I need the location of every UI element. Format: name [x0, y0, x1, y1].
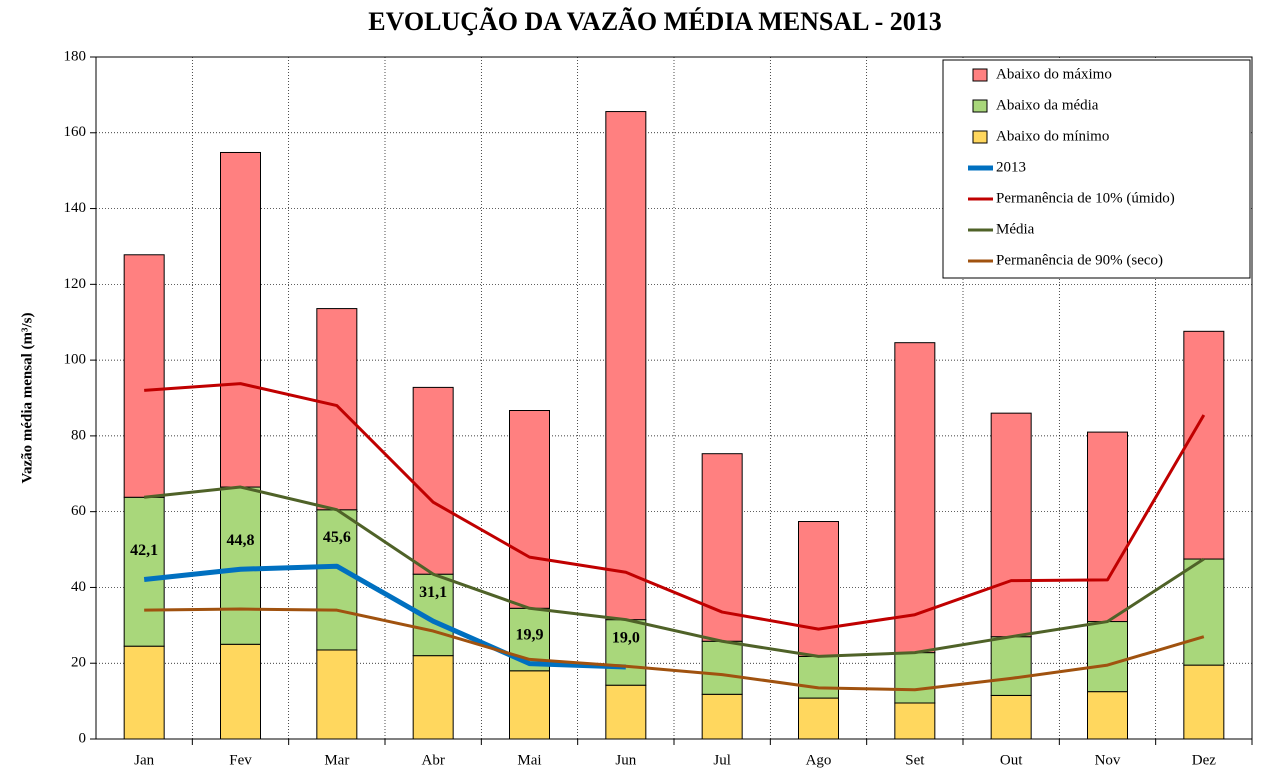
legend-label: Média: [996, 221, 1035, 237]
bar-segment: [509, 670, 550, 740]
bar-segment: [509, 410, 550, 609]
y-tick-label: 60: [71, 503, 86, 519]
line-series: [144, 485, 1205, 658]
bar-segment: [798, 697, 839, 740]
plot-frame: [95, 56, 1253, 740]
bar-segment: [701, 453, 743, 642]
x-tick-label: Jun: [615, 752, 636, 768]
bar-segment: [798, 655, 839, 699]
x-tick-label: Set: [905, 752, 925, 768]
x-tick-label: Jul: [713, 752, 731, 768]
line-series: [144, 382, 1206, 631]
bar-segment: [123, 645, 165, 740]
bar-segment: [316, 649, 358, 740]
legend-swatch: [972, 68, 988, 82]
bar-segment: [220, 643, 261, 740]
x-tick-label: Ago: [806, 752, 832, 768]
y-tick-label: 180: [64, 48, 87, 64]
bar-segment: [1183, 664, 1225, 740]
bar-segment: [990, 412, 1032, 638]
legend-swatch: [972, 99, 988, 113]
legend-label: Abaixo da média: [996, 97, 1099, 113]
bar-segment: [316, 308, 358, 511]
bar-segment: [701, 640, 743, 695]
data-label: 44,8: [227, 532, 255, 549]
y-tick-label: 20: [71, 655, 86, 671]
line-series: [143, 563, 626, 670]
bar-segment: [1087, 621, 1128, 693]
legend-label: 2013: [996, 159, 1026, 175]
y-tick-label: 0: [79, 730, 87, 746]
y-tick-label: 120: [64, 276, 87, 292]
x-tick-label: Dez: [1192, 752, 1216, 768]
legend-label: Abaixo do mínimo: [996, 128, 1109, 144]
x-tick-label: Mar: [324, 752, 349, 768]
x-tick-label: Fev: [229, 752, 252, 768]
bar-segment: [123, 254, 165, 498]
x-tick-label: Abr: [422, 752, 445, 768]
data-label: 19,0: [612, 630, 640, 647]
bar-segment: [220, 486, 261, 645]
bar-segment: [412, 655, 454, 740]
bar-segment: [990, 694, 1032, 740]
bar-segment: [798, 521, 839, 657]
bar-segment: [605, 684, 647, 740]
bar-segment: [220, 151, 261, 488]
data-label: 45,6: [323, 529, 351, 546]
bar-segment: [894, 702, 936, 740]
legend-swatch: [972, 130, 988, 144]
chart-title: EVOLUÇÃO DA VAZÃO MÉDIA MENSAL - 2013: [368, 7, 942, 36]
legend-label: Permanência de 90% (seco): [996, 252, 1163, 268]
bar-segment: [894, 652, 936, 704]
y-tick-label: 40: [71, 579, 86, 595]
bar-segment: [1183, 330, 1225, 560]
y-tick-label: 140: [64, 200, 87, 216]
bar-segment: [412, 386, 454, 575]
x-tick-label: Out: [1000, 752, 1023, 768]
bar-segment: [894, 342, 936, 654]
legend-label: Permanência de 10% (úmido): [996, 190, 1175, 206]
legend-box: [942, 59, 1251, 279]
y-tick-label: 100: [64, 352, 87, 368]
legend-label: Abaixo do máximo: [996, 66, 1112, 82]
data-label: 31,1: [419, 584, 447, 601]
bar-segment: [1087, 431, 1128, 623]
x-tick-label: Jan: [134, 752, 154, 768]
bar-segment: [1183, 558, 1225, 666]
line-series: [144, 607, 1205, 692]
bar-segment: [990, 636, 1032, 696]
bar-segment: [1087, 691, 1128, 740]
data-label: 19,9: [516, 626, 544, 643]
y-tick-label: 80: [71, 427, 86, 443]
bar-segment: [605, 111, 647, 621]
x-tick-label: Nov: [1095, 752, 1121, 768]
y-axis-label: Vazão média mensal (m³/s): [19, 312, 35, 483]
y-tick-label: 160: [64, 124, 87, 140]
bar-segment: [123, 496, 165, 647]
data-label: 42,1: [130, 542, 158, 559]
bar-segment: [701, 693, 743, 740]
x-tick-label: Mai: [517, 752, 541, 768]
